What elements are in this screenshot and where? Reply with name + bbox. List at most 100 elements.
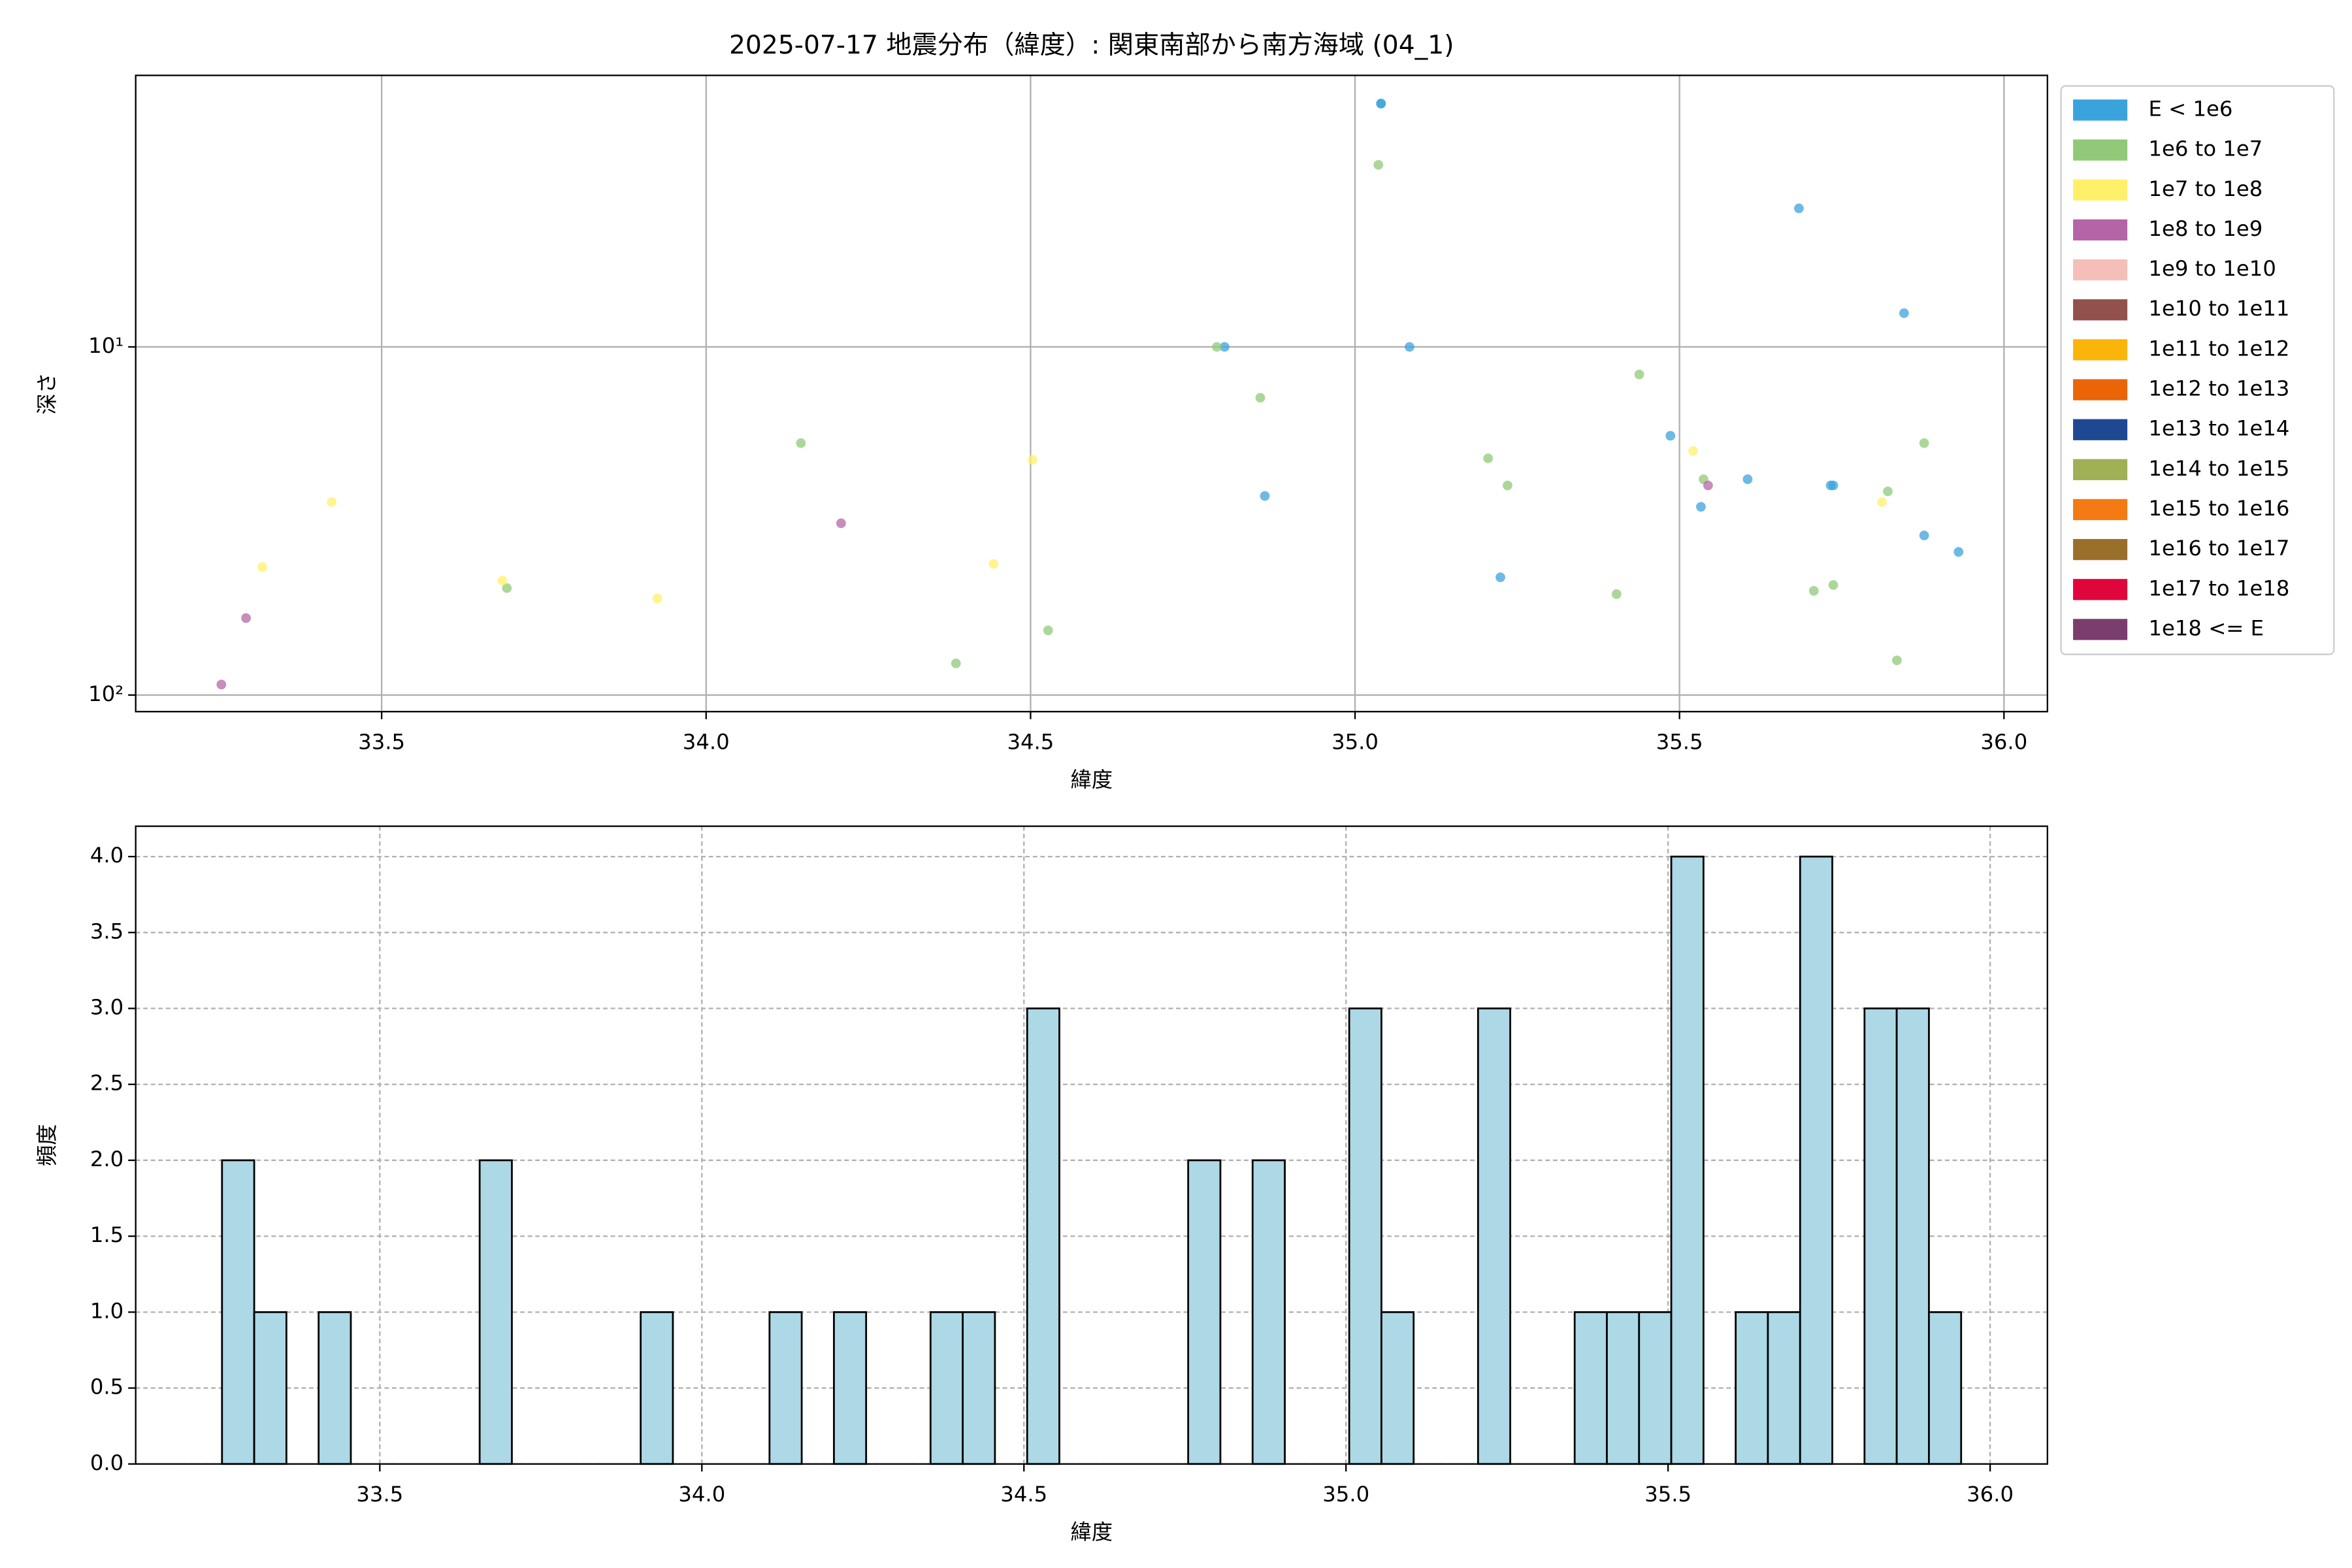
point	[1043, 625, 1053, 636]
y-axis-label: 頻度	[35, 1124, 59, 1166]
legend-label: 1e11 to 1e12	[2148, 336, 2289, 361]
bar	[833, 1311, 868, 1465]
legend-label: 1e14 to 1e15	[2148, 456, 2289, 481]
point	[1665, 431, 1676, 441]
y-tick-label: 1.5	[90, 1222, 123, 1247]
legend-label: 1e10 to 1e11	[2148, 296, 2289, 321]
x-tick-label: 34.5	[1007, 730, 1054, 755]
legend-swatch	[2073, 179, 2128, 201]
legend-label: E < 1e6	[2148, 96, 2232, 121]
bar	[1251, 1159, 1286, 1465]
legend-swatch	[2073, 459, 2128, 480]
point	[1899, 308, 1909, 318]
legend-box	[2060, 85, 2335, 655]
x-axis-label: 緯度	[1070, 767, 1113, 792]
point	[1634, 369, 1644, 380]
legend-swatch	[2073, 379, 2128, 400]
bar	[1573, 1311, 1608, 1465]
point	[241, 613, 251, 623]
bar	[253, 1311, 287, 1465]
legend-swatch	[2073, 419, 2128, 440]
y-axis-label: 深さ	[35, 372, 59, 415]
legend-label: 1e17 to 1e18	[2148, 576, 2289, 600]
point	[1742, 474, 1753, 484]
point	[1703, 480, 1713, 491]
x-tick-label: 33.5	[358, 730, 405, 755]
x-tick-label: 36.0	[1967, 1482, 2014, 1507]
bar	[1638, 1311, 1673, 1465]
point	[497, 576, 508, 585]
point	[216, 679, 227, 690]
bar	[1606, 1311, 1641, 1465]
y-tick-label: 10¹	[88, 333, 123, 358]
bar	[1026, 1007, 1060, 1465]
legend-swatch	[2073, 99, 2128, 121]
point	[1373, 159, 1384, 170]
point	[988, 559, 999, 569]
legend-label: 1e15 to 1e16	[2148, 496, 2289, 521]
x-tick-label: 36.0	[1980, 730, 2027, 755]
legend-swatch	[2073, 259, 2128, 281]
y-tick-label: 3.0	[90, 995, 123, 1020]
x-tick-label: 34.0	[683, 730, 730, 755]
point	[1877, 497, 1887, 507]
legend-swatch	[2073, 579, 2128, 600]
y-tick-label: 4.0	[90, 843, 123, 868]
point	[1483, 453, 1494, 463]
point	[796, 438, 806, 448]
legend-swatch	[2073, 539, 2128, 561]
y-tick-label: 2.5	[90, 1071, 123, 1096]
x-tick-label: 34.0	[678, 1482, 725, 1507]
bar	[1348, 1007, 1382, 1465]
x-tick-label: 35.0	[1331, 730, 1379, 755]
point	[327, 497, 337, 507]
bar	[1863, 1007, 1898, 1465]
point	[1828, 480, 1838, 491]
bar	[1735, 1311, 1769, 1465]
bar	[640, 1311, 674, 1465]
point	[502, 583, 512, 593]
bar	[1799, 855, 1833, 1465]
y-tick-label: 0.5	[90, 1375, 123, 1399]
point	[1892, 655, 1902, 666]
point	[1828, 580, 1838, 590]
point	[1953, 547, 1964, 557]
y-tick-label: 10²	[88, 681, 123, 706]
x-tick-label: 35.5	[1656, 730, 1703, 755]
bar	[1380, 1311, 1415, 1465]
point	[1503, 480, 1512, 491]
legend-label: 1e13 to 1e14	[2148, 416, 2289, 441]
point	[1808, 585, 1819, 596]
bar	[1895, 1007, 1930, 1465]
legend-label: 1e6 to 1e7	[2148, 137, 2262, 161]
point	[1883, 486, 1893, 497]
x-tick-label: 34.5	[1000, 1482, 1047, 1507]
point	[1027, 455, 1037, 465]
point	[951, 658, 961, 668]
legend-swatch	[2073, 219, 2128, 241]
legend-label: 1e16 to 1e17	[2148, 536, 2289, 561]
point	[1220, 342, 1230, 352]
bar	[221, 1159, 255, 1465]
chart-title: 2025-07-17 地震分布（緯度）: 関東南部から南方海域 (04_1)	[729, 31, 1454, 60]
plot-frame	[135, 825, 2048, 1465]
bar	[318, 1311, 352, 1465]
legend-label: 1e12 to 1e13	[2148, 376, 2289, 401]
point	[1794, 203, 1804, 214]
point	[1696, 502, 1706, 512]
bar	[929, 1311, 964, 1465]
legend-swatch	[2073, 299, 2128, 321]
point	[1376, 99, 1386, 108]
x-axis-label: 緯度	[1070, 1520, 1113, 1544]
bar	[1187, 1159, 1222, 1465]
plot-frame	[135, 74, 2048, 713]
y-tick-label: 2.0	[90, 1147, 123, 1171]
legend-label: 1e8 to 1e9	[2148, 216, 2262, 241]
point	[1611, 589, 1622, 599]
point	[1495, 572, 1505, 583]
bar	[1477, 1007, 1511, 1465]
point	[257, 562, 267, 572]
legend-label: 1e9 to 1e10	[2148, 256, 2276, 281]
